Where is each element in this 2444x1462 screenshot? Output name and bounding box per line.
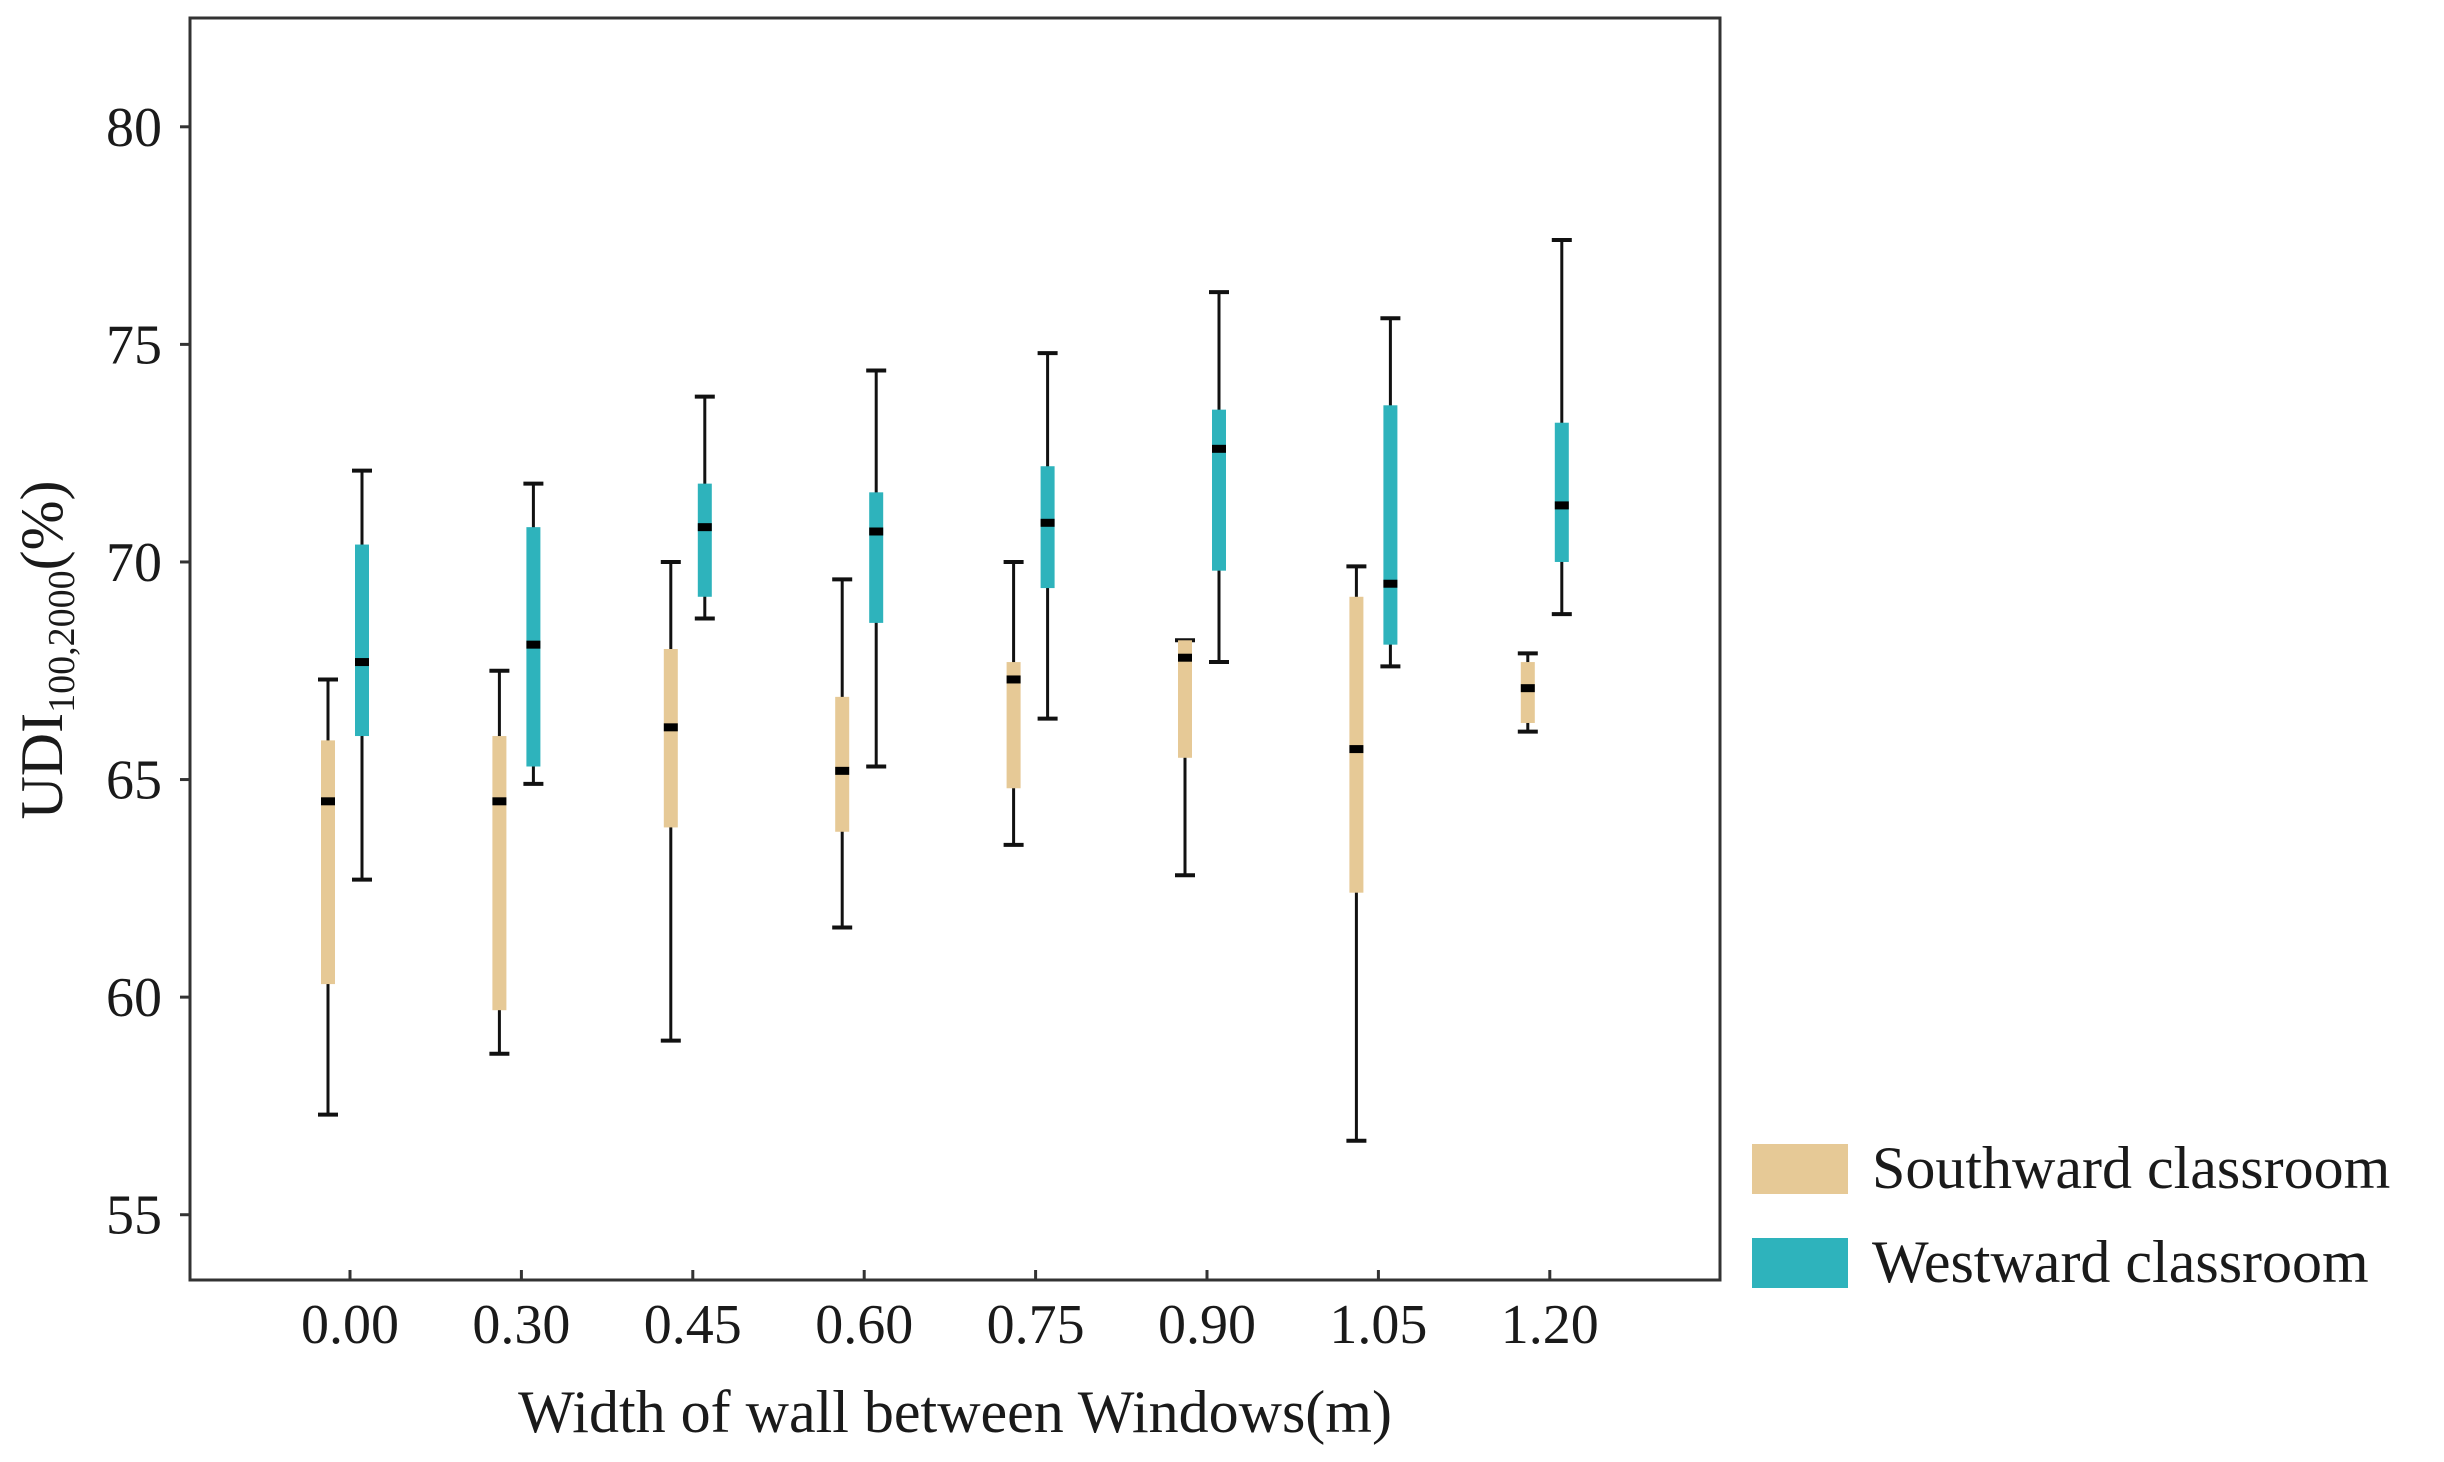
legend-item-westward: Westward classroom [1752,1229,2369,1295]
y-tick-label: 55 [106,1185,162,1247]
box-iqr [1383,405,1398,645]
legend-swatch-westward [1752,1238,1848,1288]
box-westward-0.30 [523,481,544,786]
box-iqr [1040,466,1055,589]
box-iqr [697,483,712,597]
legend-label-southward: Southward classroom [1872,1135,2390,1201]
x-tick-label: 0.45 [644,1294,742,1356]
box-westward-0.00 [352,468,372,882]
x-tick-label: 0.30 [472,1294,570,1356]
box-southward-1.05 [1346,564,1367,1143]
x-tick-label: 1.05 [1329,1294,1427,1356]
box-westward-0.60 [866,368,887,769]
x-tick-label: 1.20 [1501,1294,1599,1356]
y-axis-title-subscript: 100,2000 [41,570,83,713]
y-tick-label: 65 [106,750,162,812]
y-tick-label: 80 [106,97,162,159]
box-southward-0.45 [660,559,681,1043]
box-iqr [321,740,335,985]
box-iqr [492,736,507,1011]
box-series-group [318,237,1572,1143]
y-axis-title-suffix: (%) [9,480,75,570]
x-tick-label: 0.00 [301,1294,399,1356]
y-axis: 55 60 65 70 75 80 [106,97,190,1247]
y-tick-label: 60 [106,967,162,1029]
x-axis-title: Width of wall between Windows(m) [518,1379,1392,1445]
legend: Southward classroom Westward classroom [1752,1135,2390,1295]
plot-frame [188,16,1722,1282]
legend-swatch-southward [1752,1144,1848,1194]
box-southward-0.30 [489,668,510,1056]
x-tick-label: 0.60 [815,1294,913,1356]
box-southward-0.90 [1175,638,1195,878]
box-iqr [1212,409,1226,571]
box-iqr [869,492,884,623]
box-westward-0.45 [694,394,715,621]
box-iqr [1178,640,1192,758]
box-iqr [355,544,369,737]
box-southward-0.00 [318,677,338,1117]
box-iqr [835,696,850,832]
box-southward-0.60 [832,577,853,930]
y-axis-title-main: UDI [9,713,75,820]
box-iqr [1349,596,1364,893]
legend-item-southward: Southward classroom [1752,1135,2390,1201]
x-axis: 0.00 0.30 0.45 0.60 0.75 0.90 1.05 1.20 [301,1270,1599,1356]
box-westward-1.05 [1380,316,1401,669]
x-tick-label: 0.75 [987,1294,1085,1356]
box-southward-1.20 [1517,651,1538,734]
y-axis-title: UDI100,2000(%) [9,480,83,819]
box-iqr [1006,662,1021,789]
box-westward-0.90 [1209,290,1229,665]
box-westward-1.20 [1551,237,1572,617]
box-iqr [1554,422,1569,562]
x-tick-label: 0.90 [1158,1294,1256,1356]
box-westward-0.75 [1037,351,1058,721]
box-southward-0.75 [1003,559,1024,847]
y-tick-label: 75 [106,314,162,376]
box-iqr [1520,662,1535,723]
y-tick-label: 70 [106,532,162,594]
legend-label-westward: Westward classroom [1872,1229,2369,1295]
box-iqr [663,649,678,828]
